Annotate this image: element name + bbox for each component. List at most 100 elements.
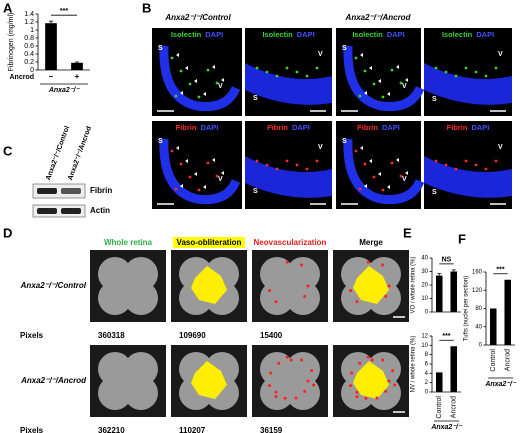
stain-dot bbox=[174, 187, 178, 191]
nv-spot bbox=[300, 358, 304, 362]
stain-dot bbox=[255, 66, 259, 70]
significance: *** bbox=[496, 267, 504, 274]
arrowhead bbox=[364, 91, 367, 95]
retina-lobe bbox=[273, 269, 307, 303]
stain-label: Isolectin DAPI bbox=[262, 30, 314, 39]
region-label: S bbox=[253, 188, 258, 195]
bar bbox=[71, 62, 83, 70]
stain-dot bbox=[215, 81, 219, 85]
y-tick-label: 80 bbox=[475, 306, 482, 312]
arrowhead bbox=[369, 66, 372, 70]
region-label: S bbox=[432, 189, 437, 196]
retina-lobe bbox=[111, 364, 145, 398]
x-tick-label: Control bbox=[436, 396, 443, 419]
nv-spot bbox=[268, 384, 272, 388]
stain-dot bbox=[305, 74, 309, 78]
column-header: Neovascularization bbox=[254, 238, 327, 247]
stain-name: DAPI bbox=[387, 30, 405, 39]
bar bbox=[450, 271, 458, 312]
blot bbox=[32, 183, 86, 199]
stain-dot bbox=[434, 159, 438, 163]
stain-dot bbox=[354, 56, 358, 60]
stain-name: DAPI bbox=[382, 123, 400, 132]
pixel-count: 15400 bbox=[260, 331, 283, 340]
error-bar bbox=[49, 20, 53, 24]
y-tick-label: 40 bbox=[475, 324, 482, 330]
y-tick-label: 0.8 bbox=[24, 35, 34, 42]
pixel-count: 36159 bbox=[260, 426, 283, 433]
arrowhead bbox=[396, 158, 399, 162]
stain-dot bbox=[381, 188, 385, 192]
vo-area bbox=[353, 266, 389, 304]
bar bbox=[45, 23, 57, 70]
nv-spot bbox=[303, 389, 307, 393]
nv-spot bbox=[375, 396, 379, 400]
y-tick-label: 1 bbox=[30, 27, 34, 34]
region-label: V bbox=[498, 144, 503, 151]
stain-dot bbox=[444, 163, 448, 167]
stain-dot bbox=[179, 162, 183, 166]
stain-dot bbox=[474, 163, 478, 167]
tissue-layer bbox=[159, 45, 241, 112]
column-header: Anxa2⁻/⁻/Ancrod bbox=[345, 13, 412, 22]
region-label: V bbox=[402, 176, 407, 183]
arrowhead bbox=[221, 171, 224, 175]
stain-dot bbox=[188, 82, 192, 86]
error-bar bbox=[437, 273, 442, 276]
column-header: Anxa2⁻/⁻/Control bbox=[164, 13, 231, 22]
nv-spot bbox=[274, 395, 278, 399]
nv-spot bbox=[312, 383, 316, 387]
panel-label: E bbox=[403, 225, 412, 240]
arrowhead bbox=[194, 172, 197, 176]
stain-label: Isolectin DAPI bbox=[352, 30, 404, 39]
pixels-label: Pixels bbox=[20, 426, 44, 433]
y-axis-label: NV / whole retina (%) bbox=[411, 336, 417, 393]
y-axis-label: VO / whole retina (%) bbox=[411, 256, 417, 313]
stain-name: DAPI bbox=[292, 123, 310, 132]
panel-label: F bbox=[458, 231, 466, 246]
stain-dot bbox=[358, 94, 362, 98]
nv-spot bbox=[355, 300, 359, 304]
column-header: Vaso-obliteration bbox=[177, 238, 242, 247]
stain-dot bbox=[285, 159, 289, 163]
tissue-layer bbox=[343, 138, 425, 205]
nv-spot bbox=[289, 358, 293, 362]
panel-label: A bbox=[3, 0, 13, 15]
group-label: Anxa2⁻/⁻ bbox=[430, 424, 463, 431]
nv-spot bbox=[285, 355, 289, 359]
nv-spot bbox=[391, 369, 395, 373]
nv-spot bbox=[355, 395, 359, 399]
band bbox=[37, 208, 57, 214]
row-label: Anxa2⁻/⁻/Ancrod bbox=[20, 376, 87, 385]
y-tick-label: 4 bbox=[425, 371, 429, 377]
band-label: Fibrin bbox=[90, 186, 112, 195]
stain-dot bbox=[484, 167, 488, 171]
region-label: V bbox=[218, 83, 223, 90]
vo-area bbox=[353, 361, 389, 399]
stain-dot bbox=[381, 95, 385, 99]
stain-dot bbox=[305, 167, 309, 171]
x-tick-label: Ancrod bbox=[451, 396, 458, 418]
arrowhead bbox=[378, 172, 381, 176]
nv-spot bbox=[393, 383, 397, 387]
nv-spot bbox=[387, 284, 391, 288]
y-tick-label: 1.4 bbox=[24, 11, 34, 18]
stain-dot bbox=[399, 81, 403, 85]
nv-spot bbox=[358, 361, 362, 365]
stain-dot bbox=[206, 161, 210, 165]
nv-spot bbox=[381, 358, 385, 362]
error-bar bbox=[75, 61, 79, 63]
region-label: S bbox=[432, 96, 437, 103]
stain-name: DAPI bbox=[471, 123, 489, 132]
region-label: V bbox=[402, 83, 407, 90]
y-tick-label: 6 bbox=[425, 362, 429, 368]
stain-dot bbox=[275, 74, 279, 78]
nv-spot bbox=[349, 289, 353, 293]
lane-label: Anxa2⁻/⁻/Ancrod bbox=[67, 126, 93, 182]
pixels-label: Pixels bbox=[20, 331, 44, 340]
arrowhead bbox=[405, 171, 408, 175]
stain-label: Fibrin DAPI bbox=[357, 123, 400, 132]
tissue-layer bbox=[343, 45, 425, 112]
stain-name: Fibrin bbox=[176, 123, 197, 132]
